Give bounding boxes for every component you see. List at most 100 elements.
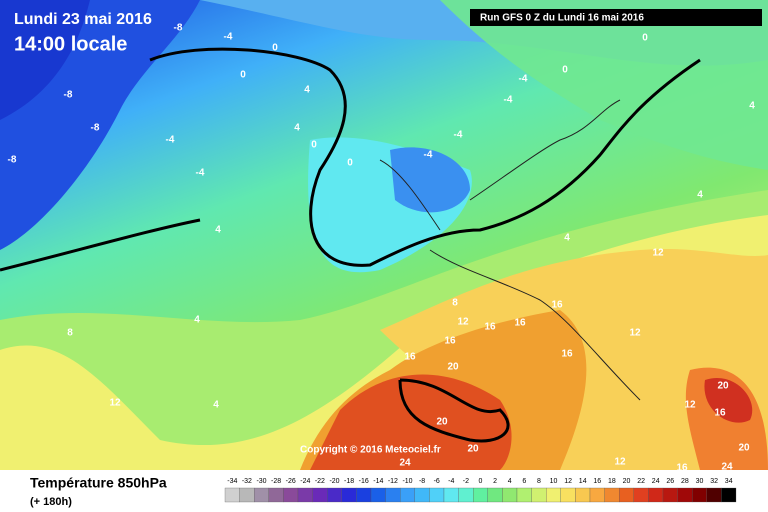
legend-swatch <box>254 487 269 503</box>
legend-tick: 34 <box>725 478 733 485</box>
legend-swatch <box>531 487 547 503</box>
contour-label: 20 <box>467 444 479 455</box>
legend-tick: 10 <box>550 478 558 485</box>
legend-tick: 14 <box>579 478 587 485</box>
contour-label: -4 <box>519 74 528 85</box>
legend-swatch <box>429 487 445 503</box>
legend-tick: 12 <box>564 478 572 485</box>
legend-tick: -2 <box>463 478 469 485</box>
legend-tick: 6 <box>522 478 526 485</box>
legend-tick: -22 <box>315 478 325 485</box>
legend-swatch <box>312 487 328 503</box>
legend-swatch <box>589 487 605 503</box>
contour-label: 0 <box>642 33 648 44</box>
contour-label: 16 <box>561 349 573 360</box>
contour-label: 16 <box>676 463 688 474</box>
contour-label: -4 <box>196 168 205 179</box>
copyright: Copyright © 2016 Meteociel.fr <box>300 445 441 456</box>
contour-label: 8 <box>67 328 73 339</box>
legend-swatch <box>473 487 488 503</box>
contour-label: 20 <box>738 443 750 454</box>
contour-label: 8 <box>452 298 458 309</box>
legend-tick: 4 <box>508 478 512 485</box>
legend-swatch <box>268 487 284 503</box>
legend-swatch <box>356 487 372 503</box>
legend-swatch <box>283 487 299 503</box>
contour-label: 20 <box>436 417 448 428</box>
legend-tick: 28 <box>681 478 689 485</box>
legend-tick: 22 <box>637 478 645 485</box>
contour-label: 12 <box>684 400 696 411</box>
contour-label: 4 <box>194 315 200 326</box>
legend-swatch <box>341 487 357 503</box>
contour-label: -8 <box>91 123 100 134</box>
legend-swatch <box>502 487 518 503</box>
legend-swatch <box>721 487 737 503</box>
legend-swatch <box>414 487 430 503</box>
contour-label: 4 <box>749 101 755 112</box>
contour-label: 24 <box>399 458 411 469</box>
legend-tick: -34 <box>227 478 237 485</box>
legend-tick: -26 <box>286 478 296 485</box>
contour-label: 16 <box>551 300 563 311</box>
legend-swatch <box>575 487 591 503</box>
legend-swatch <box>239 487 255 503</box>
legend-tick: -4 <box>448 478 454 485</box>
legend-swatch <box>633 487 649 503</box>
legend-swatch <box>297 487 313 503</box>
contour-label: 0 <box>562 65 568 76</box>
legend-tick: -32 <box>242 478 252 485</box>
legend-tick: 32 <box>710 478 718 485</box>
contour-label: 4 <box>304 85 310 96</box>
legend-tick: 18 <box>608 478 616 485</box>
legend-tick: -14 <box>373 478 383 485</box>
legend-tick: 2 <box>493 478 497 485</box>
legend-swatch <box>370 487 386 503</box>
legend-swatch <box>327 487 342 503</box>
legend-tick: -16 <box>359 478 369 485</box>
footer-lead: (+ 180h) <box>30 496 72 508</box>
legend-tick: 8 <box>537 478 541 485</box>
legend-swatch <box>224 487 240 503</box>
legend-tick: -20 <box>329 478 339 485</box>
legend-swatch <box>604 487 620 503</box>
legend-swatch <box>706 487 722 503</box>
legend-swatch <box>560 487 576 503</box>
legend-swatch <box>516 487 532 503</box>
contour-label: 12 <box>629 328 641 339</box>
contour-label: 16 <box>484 322 496 333</box>
contour-label: 16 <box>404 352 416 363</box>
legend-tick: 24 <box>652 478 660 485</box>
legend-swatch <box>487 487 503 503</box>
contour-label: 16 <box>444 336 456 347</box>
contour-label: 16 <box>514 318 526 329</box>
legend-swatch <box>443 487 459 503</box>
legend-tick: -18 <box>344 478 354 485</box>
legend-swatch <box>677 487 693 503</box>
legend-tick: 30 <box>696 478 704 485</box>
legend-tick: -24 <box>300 478 310 485</box>
legend-swatch <box>385 487 401 503</box>
legend-tick: -6 <box>434 478 440 485</box>
run-info: Run GFS 0 Z du Lundi 16 mai 2016 <box>480 13 644 24</box>
legend-tick: -28 <box>271 478 281 485</box>
run-box <box>470 9 762 26</box>
legend-swatch <box>692 487 707 503</box>
legend-swatch <box>400 487 415 503</box>
contour-label: 12 <box>652 248 664 259</box>
contour-label: -8 <box>8 155 17 166</box>
legend-tick: -10 <box>402 478 412 485</box>
contour-label: -4 <box>224 32 233 43</box>
legend-tick: 0 <box>479 478 483 485</box>
contour-label: 20 <box>717 381 729 392</box>
contour-label: 20 <box>447 362 459 373</box>
contour-label: 12 <box>457 317 469 328</box>
legend-tick: -8 <box>419 478 425 485</box>
contour-label: 4 <box>215 225 221 236</box>
contour-label: -4 <box>504 95 513 106</box>
contour-label: 16 <box>714 408 726 419</box>
contour-label: -4 <box>166 135 175 146</box>
legend-swatch <box>458 487 474 503</box>
contour-label: 24 <box>721 462 733 473</box>
legend-tick: -12 <box>388 478 398 485</box>
